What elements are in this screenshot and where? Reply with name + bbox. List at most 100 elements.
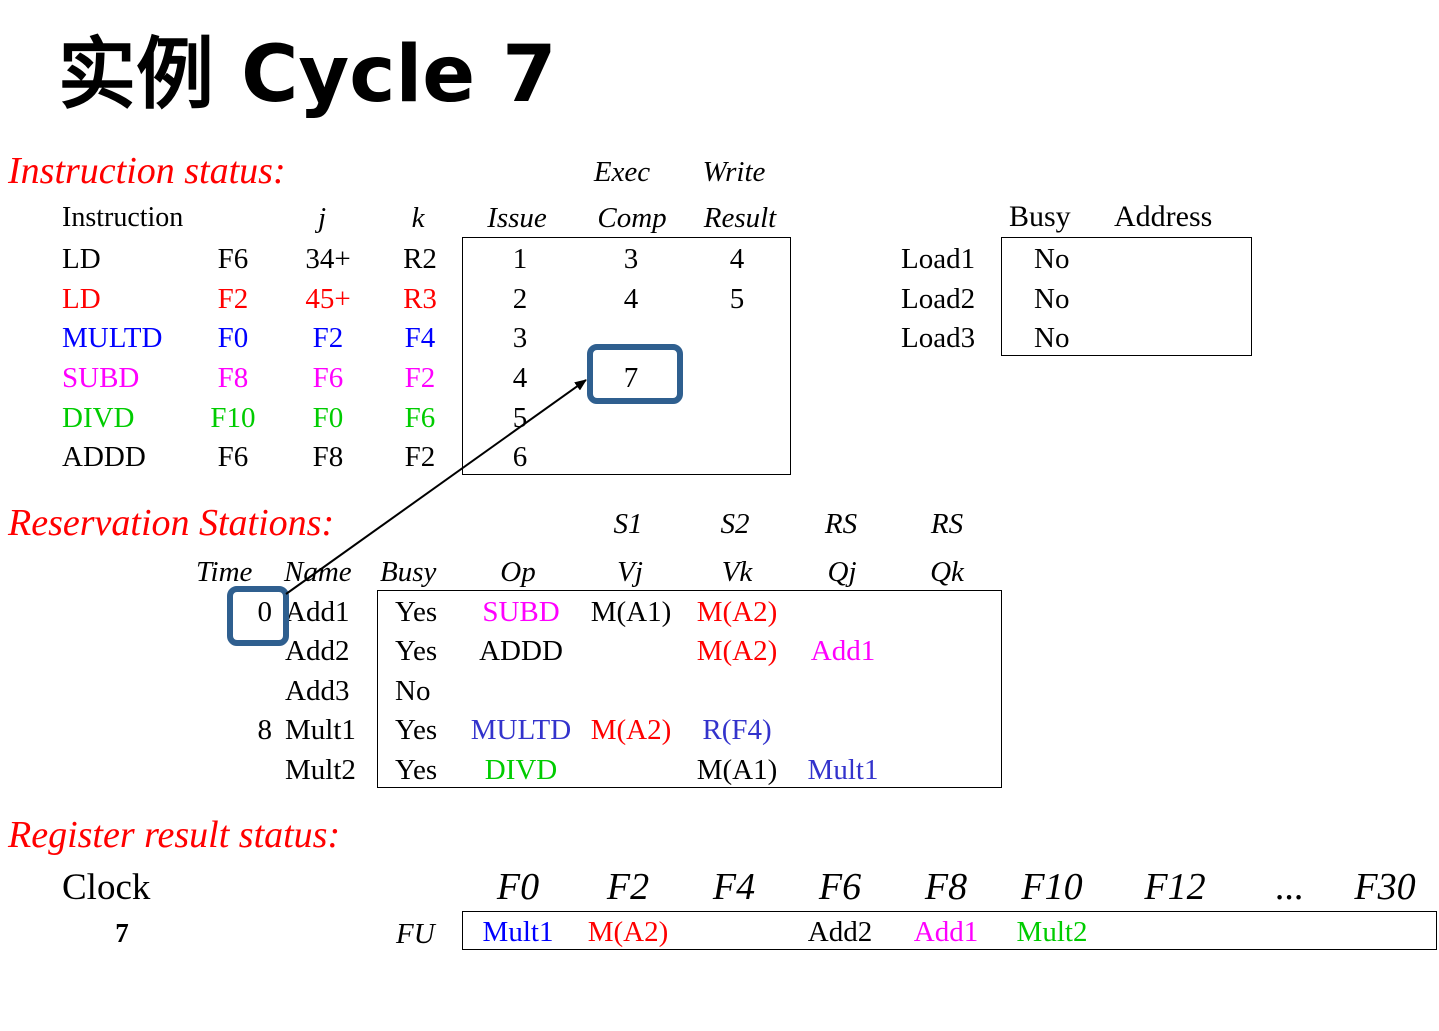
load-name: Load3 bbox=[901, 322, 976, 354]
register-fu-value: Add2 bbox=[807, 916, 873, 948]
reservation-stations-heading: Reservation Stations: bbox=[8, 502, 335, 544]
instr-issue: 6 bbox=[512, 441, 528, 473]
register-header: F4 bbox=[712, 866, 756, 908]
rs-op: MULTD bbox=[470, 714, 572, 746]
rs-top-rs-qj: RS bbox=[824, 508, 858, 540]
instr-dest: F8 bbox=[217, 362, 249, 394]
instr-k: R2 bbox=[403, 243, 437, 275]
col-write-top: Write bbox=[702, 156, 766, 188]
rs-op: SUBD bbox=[482, 596, 560, 628]
rs-name: Mult2 bbox=[285, 754, 356, 786]
register-fu-value: Mult2 bbox=[1016, 916, 1088, 948]
time-zero-highlight bbox=[227, 586, 289, 646]
rs-qj: Add1 bbox=[810, 635, 876, 667]
instr-dest: F10 bbox=[210, 402, 256, 434]
rs-vk: M(A1) bbox=[696, 754, 778, 786]
register-status-heading: Register result status: bbox=[8, 814, 341, 856]
rs-col-qk: Qk bbox=[930, 556, 964, 588]
rs-busy: Yes bbox=[395, 754, 438, 786]
col-result: Result bbox=[703, 202, 777, 234]
rs-top-rs-qk: RS bbox=[930, 508, 964, 540]
register-header: F8 bbox=[924, 866, 968, 908]
rs-col-vj: Vj bbox=[617, 556, 643, 588]
rs-col-op: Op bbox=[500, 556, 536, 588]
register-header: F10 bbox=[1021, 866, 1083, 908]
load-busy: No bbox=[1034, 283, 1070, 315]
register-fu-value: M(A2) bbox=[587, 916, 669, 948]
rs-vj: M(A1) bbox=[590, 596, 672, 628]
instr-j: 45+ bbox=[305, 283, 351, 315]
rs-time: 8 bbox=[257, 714, 273, 746]
clock-value: 7 bbox=[115, 918, 129, 948]
rs-top-s1: S1 bbox=[613, 508, 643, 540]
register-header: F0 bbox=[496, 866, 540, 908]
load-col-busy: Busy bbox=[1009, 200, 1071, 233]
exec-comp-highlight bbox=[587, 344, 683, 404]
instr-j: F6 bbox=[312, 362, 344, 394]
register-header: F2 bbox=[606, 866, 650, 908]
rs-vk: M(A2) bbox=[696, 596, 778, 628]
col-j: j bbox=[317, 202, 327, 234]
instr-k: F2 bbox=[404, 441, 436, 473]
instr-dest: F6 bbox=[217, 243, 249, 275]
rs-busy: Yes bbox=[395, 596, 438, 628]
instr-j: F2 bbox=[312, 322, 344, 354]
load-name: Load2 bbox=[901, 283, 976, 315]
rs-op: DIVD bbox=[484, 754, 558, 786]
instr-k: R3 bbox=[403, 283, 437, 315]
col-instruction: Instruction bbox=[62, 202, 184, 233]
rs-col-qj: Qj bbox=[827, 556, 857, 588]
instr-exec: 3 bbox=[623, 243, 639, 275]
register-fu-box bbox=[462, 911, 1437, 950]
instr-j: F0 bbox=[312, 402, 344, 434]
instruction-status-heading: Instruction status: bbox=[8, 150, 286, 192]
instr-exec: 4 bbox=[623, 283, 639, 315]
rs-busy: Yes bbox=[395, 635, 438, 667]
instr-write: 5 bbox=[729, 283, 745, 315]
instr-issue: 4 bbox=[512, 362, 528, 394]
instr-dest: F0 bbox=[217, 322, 249, 354]
col-issue: Issue bbox=[487, 202, 547, 234]
reservation-stations-box bbox=[377, 590, 1002, 788]
instr-issue: 2 bbox=[512, 283, 528, 315]
rs-name: Add1 bbox=[285, 596, 350, 628]
load-buffers-box bbox=[1001, 237, 1252, 356]
instr-op: LD bbox=[62, 283, 101, 315]
rs-vk: R(F4) bbox=[702, 714, 772, 746]
instr-dest: F2 bbox=[217, 283, 249, 315]
instr-write: 4 bbox=[729, 243, 745, 275]
instruction-status-box bbox=[462, 237, 791, 475]
load-name: Load1 bbox=[901, 243, 976, 275]
instr-k: F4 bbox=[404, 322, 436, 354]
fu-label: FU bbox=[396, 918, 435, 950]
rs-col-time: Time bbox=[196, 556, 253, 588]
register-header: ... bbox=[1275, 866, 1305, 908]
rs-name: Mult1 bbox=[285, 714, 356, 746]
register-header: F6 bbox=[818, 866, 862, 908]
instr-op: DIVD bbox=[62, 402, 135, 434]
rs-vj: M(A2) bbox=[590, 714, 672, 746]
instr-j: 34+ bbox=[305, 243, 351, 275]
instr-op: SUBD bbox=[62, 362, 140, 394]
load-busy: No bbox=[1034, 322, 1070, 354]
rs-busy: No bbox=[395, 675, 431, 707]
instr-k: F6 bbox=[404, 402, 436, 434]
col-exec-top: Exec bbox=[593, 156, 651, 188]
rs-op: ADDD bbox=[479, 635, 563, 667]
load-col-address: Address bbox=[1114, 200, 1213, 233]
col-comp: Comp bbox=[597, 202, 667, 234]
load-busy: No bbox=[1034, 243, 1070, 275]
rs-top-s2: S2 bbox=[720, 508, 750, 540]
instr-op: ADDD bbox=[62, 441, 146, 473]
instr-j: F8 bbox=[312, 441, 344, 473]
instr-dest: F6 bbox=[217, 441, 249, 473]
rs-vk: M(A2) bbox=[696, 635, 778, 667]
register-header: F30 bbox=[1354, 866, 1416, 908]
register-header: F12 bbox=[1144, 866, 1206, 908]
rs-col-busy: Busy bbox=[380, 556, 437, 588]
rs-col-vk: Vk bbox=[721, 556, 753, 588]
rs-name: Add3 bbox=[285, 675, 350, 707]
clock-label: Clock bbox=[62, 867, 151, 908]
register-fu-value: Add1 bbox=[913, 916, 979, 948]
instr-k: F2 bbox=[404, 362, 436, 394]
